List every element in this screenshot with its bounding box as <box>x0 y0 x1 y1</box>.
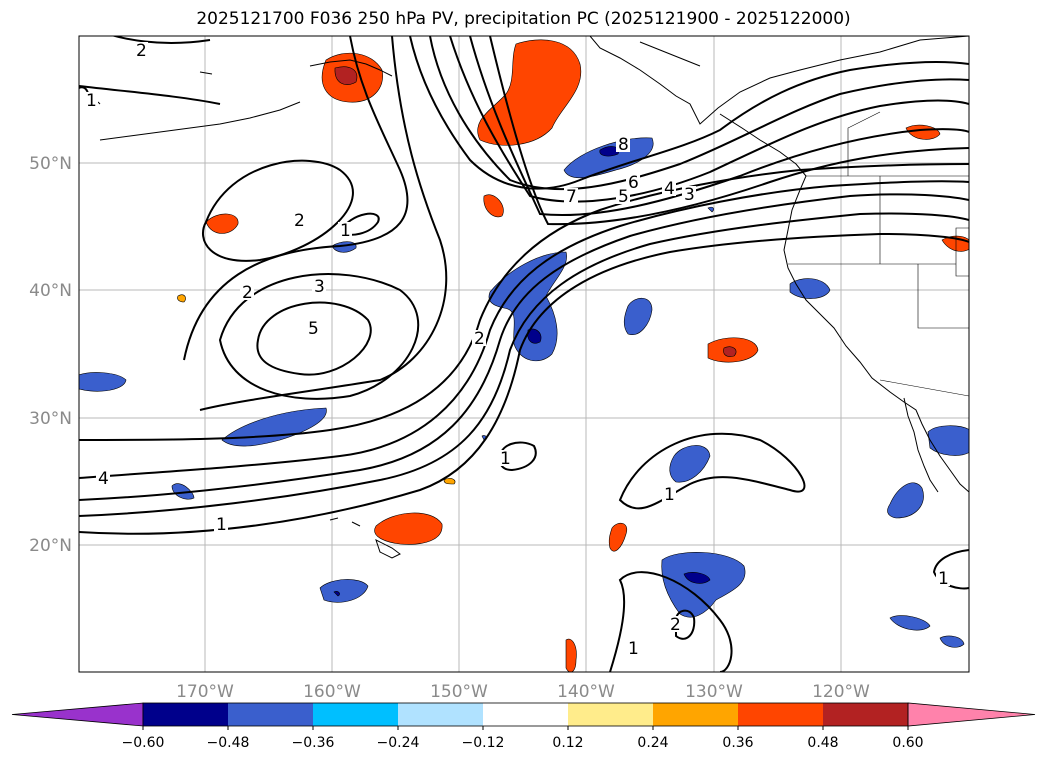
pv-contour-labels: 2 1 2 1 2 3 5 4 1 2 1 8 7 6 <box>84 41 950 659</box>
colorbar-segment <box>143 703 228 726</box>
colorbar: −0.60 −0.48 −0.36 −0.24 −0.12 0.12 0.24 0.36 0.4… <box>11 702 1036 751</box>
contour-label: 1 <box>938 569 949 589</box>
contour-label: 1 <box>500 449 511 469</box>
map-border <box>78 35 970 673</box>
contour-label: 1 <box>86 91 97 111</box>
colorbar-tick-label: −0.12 <box>462 735 505 751</box>
contour-label: 2 <box>294 211 305 231</box>
contour-label: 1 <box>664 485 675 505</box>
contour-label: 1 <box>340 221 351 241</box>
colorbar-segment <box>313 703 398 726</box>
lon-label-140w: 140°W <box>557 682 615 702</box>
map-title: 2025121700 F036 250 hPa PV, precipitatio… <box>196 9 851 29</box>
colorbar-tick-label: −0.24 <box>377 735 420 751</box>
lon-label-150w: 150°W <box>430 682 488 702</box>
lat-label-30n: 30°N <box>29 409 72 429</box>
contour-label: 7 <box>566 187 577 207</box>
colorbar-tick-label: 0.60 <box>892 735 923 751</box>
colorbar-outline <box>142 702 909 727</box>
coastlines <box>97 36 969 559</box>
colorbar-tick-label: −0.60 <box>122 735 165 751</box>
lat-label-40n: 40°N <box>29 281 72 301</box>
colorbar-segment <box>483 703 568 726</box>
colorbar-segment <box>823 703 908 726</box>
contour-label: 2 <box>670 615 681 635</box>
lon-label-170w: 170°W <box>176 682 234 702</box>
precip-negative-regions <box>79 137 969 648</box>
colorbar-segment <box>738 703 823 726</box>
contour-label: 4 <box>98 469 109 489</box>
latitude-labels: 50°N 40°N 30°N 20°N <box>29 154 72 556</box>
contour-label: 1 <box>216 515 227 535</box>
colorbar-tick-label: 0.36 <box>722 735 753 751</box>
colorbar-tick-label: 0.48 <box>807 735 838 751</box>
colorbar-extend-low <box>11 702 144 727</box>
contour-label: 5 <box>308 319 319 339</box>
contour-label: 2 <box>136 41 147 61</box>
colorbar-segment <box>653 703 738 726</box>
colorbar-segment <box>568 703 653 726</box>
lat-label-50n: 50°N <box>29 154 72 174</box>
colorbar-segment <box>398 703 483 726</box>
contour-label: 6 <box>628 173 639 193</box>
contour-label: 4 <box>664 179 675 199</box>
colorbar-tick-label: 0.12 <box>552 735 583 751</box>
lon-label-120w: 120°W <box>812 682 870 702</box>
lon-label-160w: 160°W <box>303 682 361 702</box>
contour-label: 1 <box>628 639 639 659</box>
contour-label: 3 <box>314 277 325 297</box>
colorbar-extend-high <box>907 702 1036 727</box>
contour-label: 3 <box>684 185 695 205</box>
contour-label: 5 <box>618 187 629 207</box>
colorbar-tick-label: −0.36 <box>292 735 335 751</box>
colorbar-tick-label: 0.24 <box>637 735 668 751</box>
longitude-labels: 170°W 160°W 150°W 140°W 130°W 120°W <box>176 682 870 702</box>
colorbar-tick-label: −0.48 <box>207 735 250 751</box>
colorbar-segment <box>228 703 313 726</box>
contour-label: 2 <box>242 283 253 303</box>
lat-label-20n: 20°N <box>29 536 72 556</box>
contour-label: 8 <box>618 135 629 155</box>
precip-positive-regions <box>177 39 969 672</box>
lon-label-130w: 130°W <box>685 682 743 702</box>
contour-label: 2 <box>474 329 485 349</box>
